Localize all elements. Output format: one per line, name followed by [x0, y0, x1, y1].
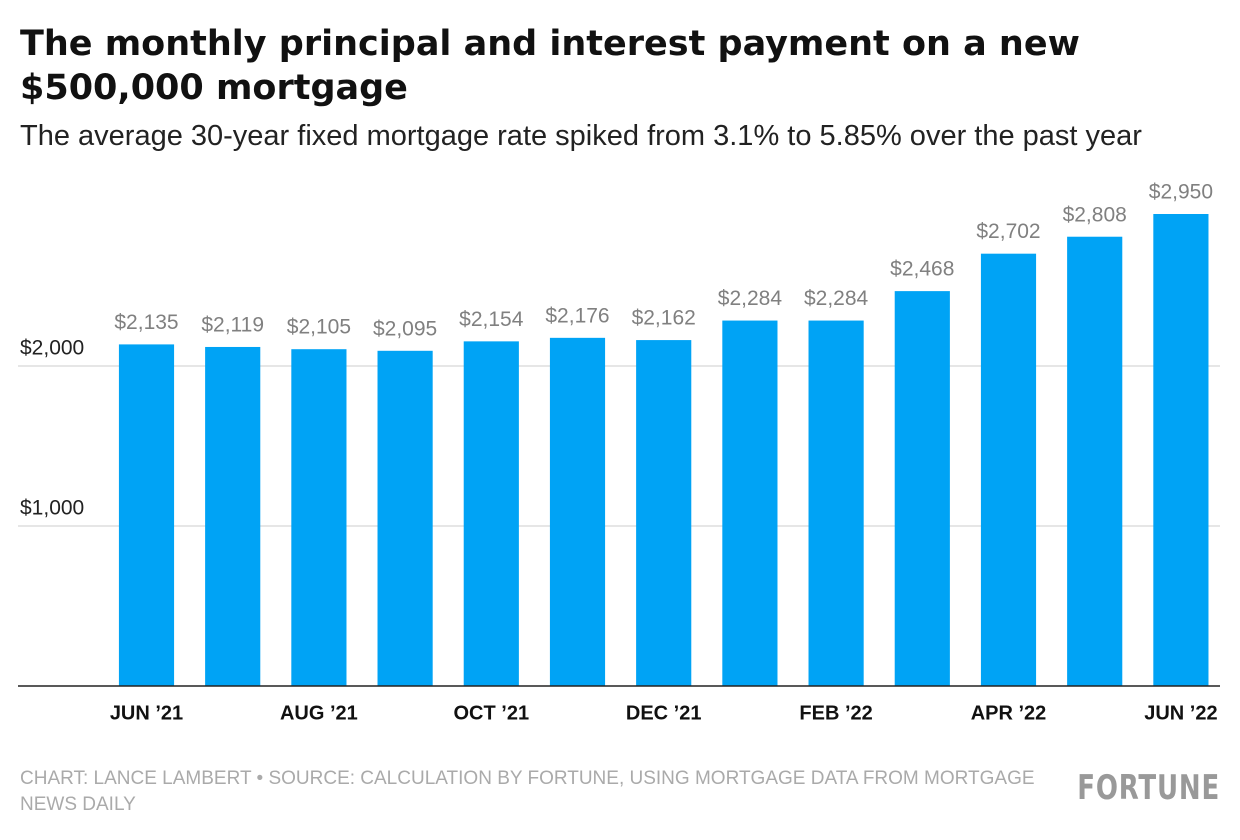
value-label: $2,095: [373, 317, 437, 340]
x-tick-label: FEB ’22: [799, 702, 872, 724]
value-label: $2,105: [287, 316, 351, 339]
value-label: $2,119: [201, 314, 264, 337]
value-label: $2,284: [804, 287, 869, 310]
bar: [118, 344, 175, 686]
value-label: $2,162: [632, 307, 696, 330]
value-label: $2,176: [545, 304, 609, 327]
y-tick-label: $2,000: [20, 337, 84, 360]
x-tick-label: OCT ’21: [454, 702, 530, 724]
x-tick-label: JUN ’22: [1144, 702, 1217, 724]
chart-subtitle: The average 30-year fixed mortgage rate …: [20, 120, 1142, 152]
x-tick-label: DEC ’21: [626, 702, 702, 724]
chart-title: The monthly principal and interest payme…: [20, 24, 1080, 108]
source-note: CHART: LANCE LAMBERT • SOURCE: CALCULATI…: [20, 768, 1035, 815]
x-tick-label: AUG ’21: [280, 702, 358, 724]
bar: [636, 340, 692, 686]
bar: [1153, 214, 1209, 686]
value-label: $2,808: [1063, 203, 1127, 226]
value-label: $2,284: [718, 287, 783, 310]
bar: [722, 320, 778, 686]
bar: [549, 337, 606, 686]
x-tick-label: APR ’22: [971, 702, 1047, 724]
y-tick-label: $1,000: [20, 497, 84, 520]
bar: [980, 253, 1037, 686]
value-label: $2,468: [890, 258, 954, 281]
value-label: $2,950: [1149, 181, 1213, 204]
bar: [377, 350, 433, 686]
bar: [291, 349, 347, 686]
value-label: $2,702: [976, 220, 1040, 243]
bar: [205, 346, 261, 686]
value-label: $2,154: [459, 308, 524, 331]
logo: FORTUNE: [1077, 768, 1220, 808]
bar: [808, 320, 864, 686]
bar: [1067, 236, 1123, 686]
bar: [894, 291, 950, 686]
value-label: $2,135: [114, 311, 178, 334]
bar: [463, 341, 519, 686]
x-tick-label: JUN ’21: [110, 702, 183, 724]
